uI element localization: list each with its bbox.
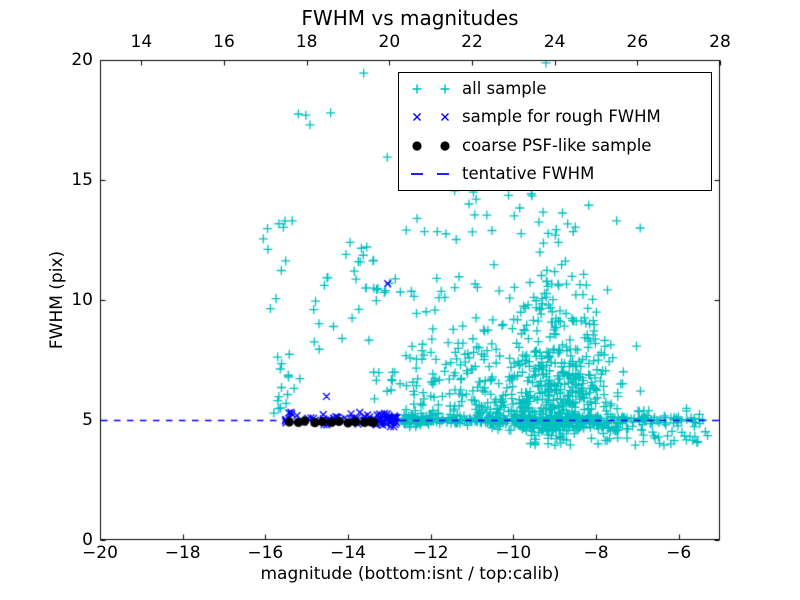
legend-label: sample for rough FWHM (462, 107, 661, 127)
x-tick-label-top: 16 (213, 32, 235, 52)
x-axis-label: magnitude (bottom:isnt / top:calib) (260, 564, 560, 584)
legend-label: tentative FWHM (462, 163, 595, 183)
x-tick-label-top: 14 (130, 32, 153, 52)
legend-entry-all-sample: all sample (399, 76, 711, 103)
x-tick-label-top: 24 (543, 32, 566, 52)
legend: all sample sample for rough FWHM coarse PS… (398, 72, 712, 191)
y-tick-label: 10 (71, 290, 93, 310)
y-tick-label: 5 (82, 410, 93, 430)
dot-marker-icon (412, 141, 450, 151)
x-tick-label-bottom: −16 (247, 543, 284, 563)
legend-entry-sample-for-rough-fwhm: sample for rough FWHM (399, 104, 711, 131)
x-tick-label-bottom: −14 (330, 543, 366, 563)
x-tick-label-bottom: −20 (82, 543, 118, 563)
x-tick-label-top: 20 (378, 32, 401, 52)
legend-entry-coarse-psf-like-sample: coarse PSF-like sample (399, 132, 711, 159)
x-marker-icon (413, 113, 449, 122)
y-tick-label: 20 (71, 50, 93, 70)
y-tick-label: 15 (71, 170, 93, 190)
x-tick-label-bottom: −18 (164, 543, 201, 563)
x-tick-label-top: 18 (295, 32, 318, 52)
legend-label: all sample (462, 79, 547, 99)
x-tick-label-top: 22 (461, 32, 483, 52)
legend-entry-tentative-fwhm: tentative FWHM (399, 160, 711, 187)
y-tick-label: 0 (82, 530, 93, 550)
legend-label: coarse PSF-like sample (462, 135, 652, 155)
plus-marker-icon (412, 84, 450, 94)
x-tick-label-bottom: −8 (583, 543, 609, 563)
x-tick-label-top: 28 (709, 32, 731, 52)
x-tick-label-bottom: −12 (412, 543, 449, 563)
plot-title: FWHM vs magnitudes (301, 6, 519, 30)
x-tick-label-bottom: −10 (495, 543, 532, 563)
x-tick-label-bottom: −6 (666, 543, 692, 563)
dash-marker-icon (411, 173, 451, 175)
x-tick-label-top: 26 (626, 32, 649, 52)
